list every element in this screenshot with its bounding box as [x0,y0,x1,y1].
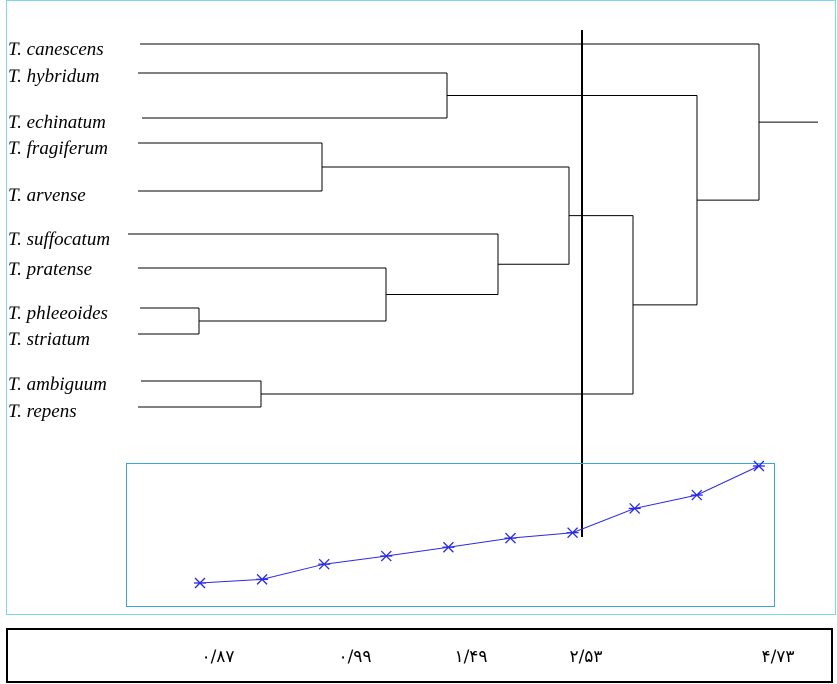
taxon-label: T. pratense [8,259,92,280]
data-point [380,550,393,562]
axis-box [6,628,833,683]
taxon-label: T. striatum [8,329,90,350]
data-point [690,489,703,501]
axis-tick-labels: ۰/۸۷ ۰/۹۹ ۱/۴۹ ۲/۵۳ ۴/۷۳ [201,647,794,667]
fusion-level-plot [194,460,765,589]
data-point [566,527,579,539]
taxon-label: T. arvense [8,185,86,206]
data-point [256,573,269,585]
axis-tick-label: ۱/۴۹ [454,647,487,667]
axis-tick-label: ۴/۷۳ [761,647,794,667]
axis-tick-label: ۰/۹۹ [338,647,371,667]
data-point [504,532,517,544]
taxon-labels: T. canescens T. hybridum T. echinatum T. fr… [8,39,110,422]
taxon-label: T. canescens [8,39,104,60]
data-point [318,558,331,570]
data-point [194,577,206,589]
inset-frame [126,463,775,607]
figure-frame [6,0,836,615]
taxon-label: T. fragiferum [8,138,108,159]
taxon-label: T. ambiguum [8,374,107,395]
taxon-label: T. phleeoides [8,303,108,324]
taxon-label: T. suffocatum [8,229,110,250]
taxon-label: T. echinatum [8,112,106,133]
taxon-label: T. hybridum [8,66,99,87]
data-point [628,502,641,514]
taxon-label: T. repens [8,401,77,422]
series-line [199,465,760,584]
dendrogram [128,43,818,408]
data-point [442,541,455,553]
axis-tick-label: ۲/۵۳ [569,647,602,667]
axis-tick-label: ۰/۸۷ [201,647,234,667]
data-point [752,460,765,472]
